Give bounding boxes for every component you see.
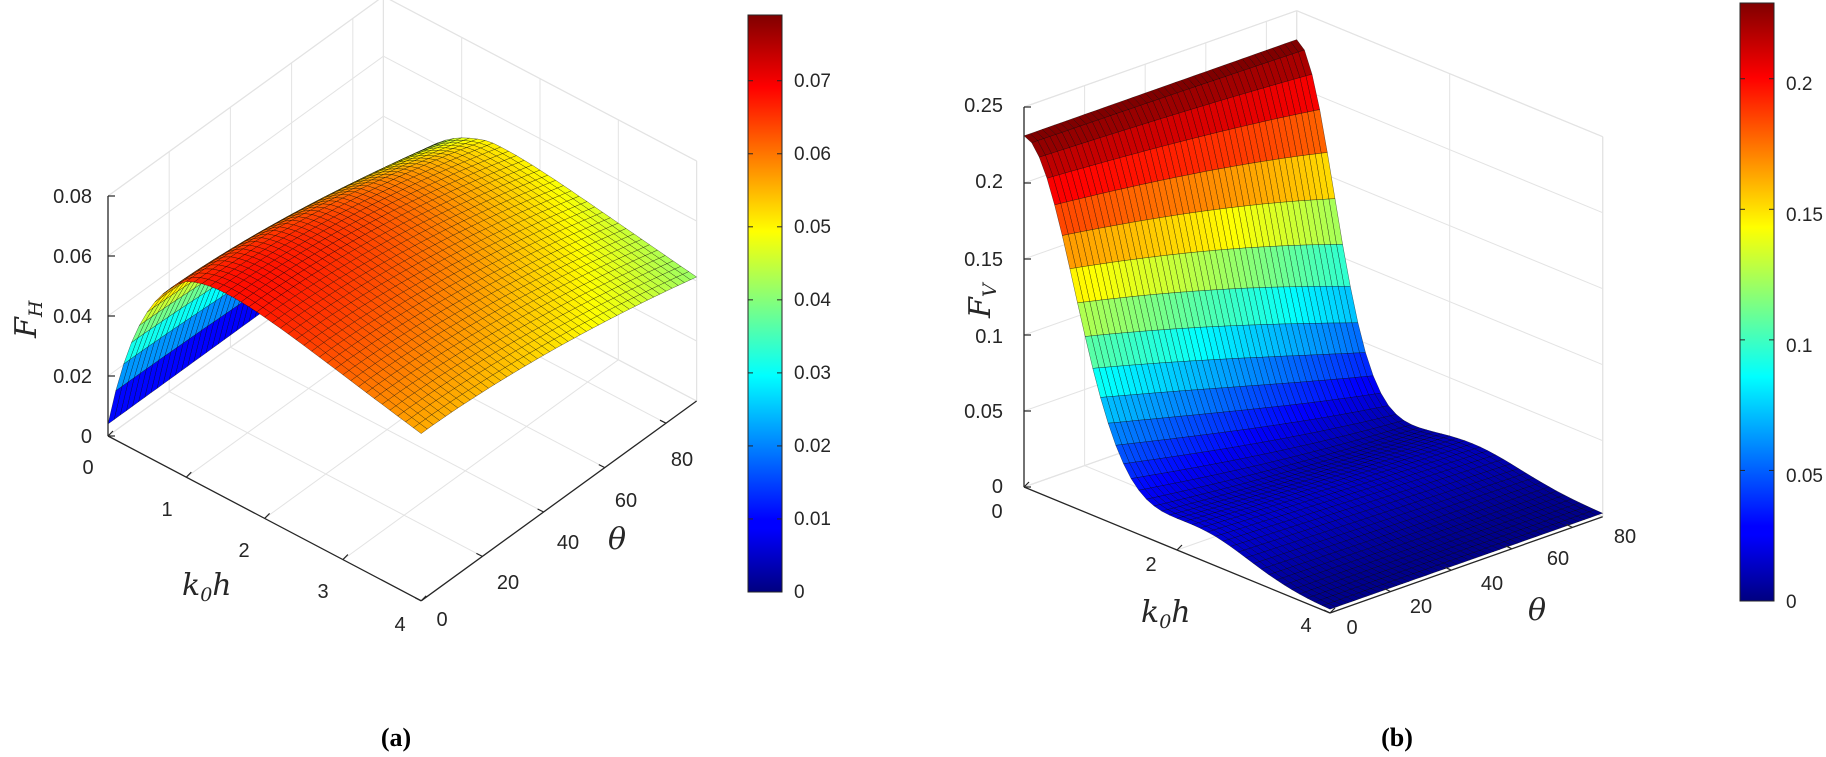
panel-b-colorbar-tick: 0.15 — [1786, 205, 1823, 226]
panel-a-y-tickmark — [659, 419, 667, 424]
panel-a-gridline — [230, 346, 544, 513]
panel-a-x-tickmark — [420, 595, 427, 602]
panel-a-axes — [107, 195, 697, 602]
panel-b-gridline — [1296, 162, 1603, 290]
panel-b-y-tick: 80 — [1614, 526, 1636, 548]
panel-a-colorbar-tick: 0 — [794, 582, 805, 603]
panel-a-gridline — [107, 115, 384, 317]
panel-b-x-tick: 0 — [991, 501, 1002, 523]
panel-a-z-tick: 0.02 — [53, 366, 92, 388]
panel-a-y-tick: 80 — [671, 449, 693, 471]
panel-a-x-tick: 4 — [394, 614, 405, 636]
panel-a-surface-patch — [413, 423, 428, 434]
panel-a-gridline — [383, 55, 697, 222]
panel-b-x-tick: 4 — [1300, 615, 1311, 637]
panel-b-gridline — [1296, 86, 1603, 214]
panel-a-colorbar-tick: 0.05 — [794, 217, 831, 238]
panel-a-y-tick: 0 — [436, 609, 447, 631]
panel-a-gridline — [168, 391, 483, 557]
panel-a-colorbar-tick: 0.01 — [794, 509, 831, 530]
svg-text:FH: FH — [9, 300, 47, 339]
panel-a-chart: 0 0.02 0.04 0.06 0.08 0 1 2 3 4 0 20 40 … — [9, 0, 831, 752]
panel-a-z-tick: 0 — [81, 426, 92, 448]
panel-a-y-axis — [420, 400, 697, 602]
panel-a-y-tick: 40 — [557, 532, 579, 554]
panel-b-y-label: θ — [1528, 593, 1546, 628]
panel-a-y-tick: 60 — [615, 490, 637, 512]
panel-a-y-tickmark — [598, 464, 606, 469]
panel-b-y-tick: 60 — [1547, 548, 1569, 570]
panel-a-colorbar-tick: 0.06 — [794, 144, 831, 165]
panel-a-x-tick: 1 — [161, 499, 172, 521]
panel-b-colorbar-tick: 0.05 — [1786, 466, 1823, 487]
panel-b-colorbar-tick: 0 — [1786, 592, 1797, 613]
panel-b-box-edge — [1023, 10, 1297, 108]
panel-b-surface — [1023, 39, 1604, 610]
panel-a-colorbar-tick: 0.03 — [794, 363, 831, 384]
panel-a-z-tick: 0.08 — [53, 186, 92, 208]
panel-b-x-tick: 2 — [1145, 554, 1156, 576]
panel-b-caption: (b) — [1381, 723, 1413, 752]
panel-b-colorbar-tick: 0.1 — [1786, 336, 1812, 357]
panel-a-x-tickmark — [342, 554, 349, 561]
panel-b-z-label: FV — [963, 281, 1001, 319]
panel-b-z-tick: 0.05 — [964, 401, 1003, 423]
panel-a-x-tick: 2 — [238, 540, 249, 562]
panel-a-gridline — [107, 55, 384, 257]
panel-a-caption: (a) — [381, 723, 411, 752]
panel-a-colorbar-tick: 0.02 — [794, 436, 831, 457]
panel-a-colorbar-tick: 0.04 — [794, 290, 831, 311]
panel-b-z-tick: 0.1 — [975, 326, 1003, 348]
panel-b-z-tick: 0 — [992, 476, 1003, 498]
panel-a-y-tickmark — [414, 597, 422, 602]
panel-b-chart: 0 0.05 0.1 0.15 0.2 0.25 0 2 4 0 20 40 6… — [963, 2, 1823, 752]
panel-a-box-edge — [389, 0, 697, 162]
panel-a-x-label: k0h — [182, 568, 232, 606]
panel-a-x-tickmark — [185, 471, 192, 478]
panel-a-colorbar-ticks — [748, 80, 782, 593]
panel-b-y-tick: 20 — [1410, 596, 1432, 618]
panel-a-colorbar — [747, 14, 783, 593]
panel-a-y-tickmark — [476, 552, 483, 557]
panel-b-colorbar-tick: 0.2 — [1786, 74, 1812, 95]
svg-text:FV: FV — [963, 281, 1001, 319]
panel-a-z-tick: 0.04 — [53, 306, 92, 328]
panel-a-z-tick: 0.06 — [53, 246, 92, 268]
panel-b-z-tick: 0.15 — [964, 249, 1003, 271]
panel-b-y-tick: 40 — [1481, 573, 1503, 595]
panel-b-colorbar — [1739, 2, 1775, 602]
panel-a-gridline — [342, 359, 619, 561]
panel-b-z-tick: 0.2 — [975, 171, 1003, 193]
panel-b-x-label: k0h — [1141, 595, 1191, 633]
panel-a-y-tick: 20 — [497, 572, 519, 594]
panel-a-y-label: θ — [608, 522, 626, 557]
panel-b-gridline — [1296, 238, 1603, 366]
panel-a-x-tick: 3 — [317, 581, 328, 603]
panel-a-box-edge — [107, 0, 380, 197]
panel-b-z-tick: 0.25 — [964, 95, 1003, 117]
panel-a-surface — [107, 137, 697, 434]
panel-a-y-tickmark — [537, 508, 544, 513]
panel-b-y-tick: 0 — [1346, 617, 1357, 639]
panel-a-x-tick: 0 — [82, 457, 93, 479]
panel-a-z-label: FH — [9, 300, 47, 339]
panel-a-x-tickmark — [264, 512, 271, 519]
panel-a-colorbar-tick: 0.07 — [794, 71, 831, 92]
panel-a-x-tickmark — [107, 430, 114, 437]
panel-b-box-edge — [1296, 10, 1603, 138]
